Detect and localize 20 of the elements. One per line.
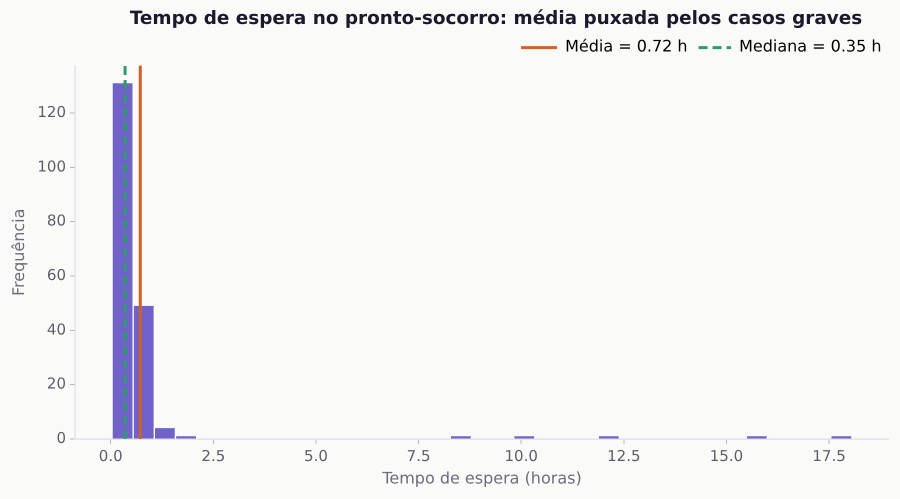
y-tick-label: 20 xyxy=(46,374,66,393)
x-tick-label: 15.0 xyxy=(710,446,744,465)
y-tick-label: 0 xyxy=(56,428,66,447)
y-tick-label: 60 xyxy=(46,266,66,284)
x-tick-label: 12.5 xyxy=(607,446,641,465)
y-tick-label: 40 xyxy=(46,320,66,338)
x-tick-label: 17.5 xyxy=(812,446,846,465)
y-tick-label: 120 xyxy=(37,102,66,121)
legend-label: Média = 0.72 h xyxy=(565,36,688,56)
legend-label: Mediana = 0.35 h xyxy=(739,36,882,56)
x-tick-label: 5.0 xyxy=(304,446,328,465)
x-axis-title: Tempo de espera (horas) xyxy=(381,468,582,488)
x-tick-label: 10.0 xyxy=(504,446,538,465)
x-tick-label: 7.5 xyxy=(406,446,431,465)
y-tick-label: 80 xyxy=(46,212,66,230)
x-tick-label: 0.0 xyxy=(98,446,123,465)
y-axis-title: Frequência xyxy=(8,208,28,296)
y-tick-label: 100 xyxy=(37,157,66,176)
chart-title: Tempo de espera no pronto-socorro: média puxada pelos casos graves xyxy=(130,8,862,29)
x-tick-label: 2.5 xyxy=(201,446,226,465)
